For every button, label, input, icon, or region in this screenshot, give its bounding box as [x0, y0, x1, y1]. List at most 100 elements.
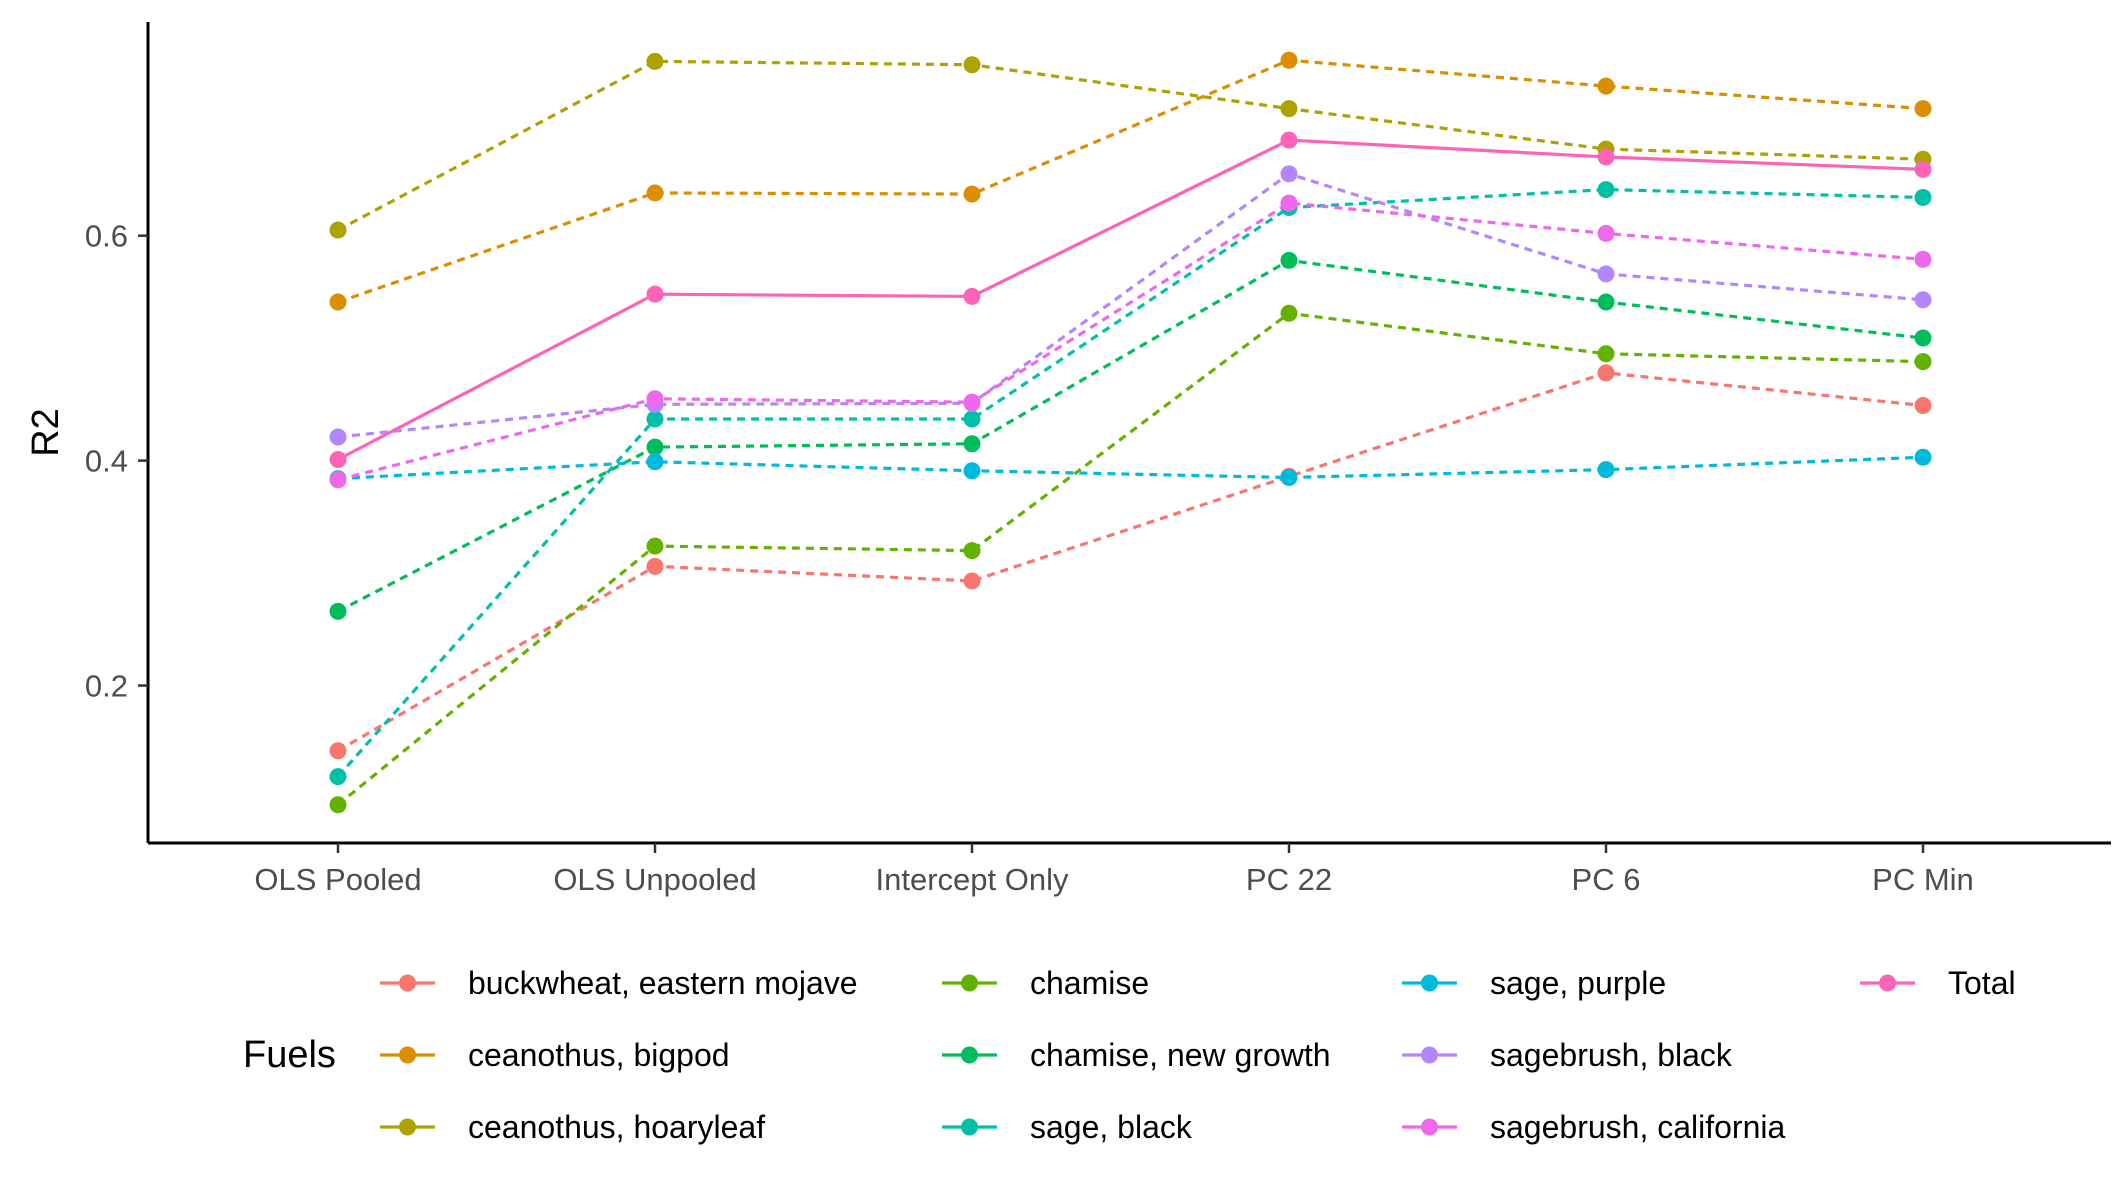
series-line	[337, 371, 1924, 753]
legend-label: ceanothus, hoaryleaf	[468, 1109, 765, 1145]
series-line	[337, 258, 1924, 613]
legend-label: sage, purple	[1490, 965, 1666, 1001]
series-line	[337, 138, 1924, 461]
data-point	[1597, 293, 1615, 311]
data-point	[1597, 181, 1615, 199]
series-line	[337, 58, 1924, 304]
series-ceanothus-hoaryleaf	[329, 52, 1932, 239]
legend-title: Fuels	[243, 1034, 336, 1076]
data-point	[1280, 100, 1298, 118]
data-point	[963, 462, 981, 480]
series-sage-black	[329, 181, 1932, 786]
data-point	[646, 52, 664, 70]
series-chamise-new-growth	[329, 251, 1932, 620]
data-point	[1914, 448, 1932, 466]
legend-item-ceanothus-bigpod: ceanothus, bigpod	[380, 1037, 730, 1073]
series-line	[336, 187, 1924, 778]
legend-item-ceanothus-hoaryleaf: ceanothus, hoaryleaf	[380, 1109, 765, 1145]
series-line	[337, 172, 1924, 439]
series-sagebrush-california	[329, 194, 1932, 489]
data-point	[646, 184, 664, 202]
data-point	[1914, 160, 1932, 178]
data-point	[329, 293, 347, 311]
legend-label: ceanothus, bigpod	[468, 1037, 730, 1073]
data-point	[1914, 397, 1932, 415]
data-point	[1597, 148, 1615, 166]
data-point	[1280, 165, 1298, 183]
data-point	[1280, 51, 1298, 69]
series-total	[329, 131, 1932, 468]
data-point	[963, 435, 981, 453]
legend-label: sagebrush, black	[1490, 1037, 1733, 1073]
data-point	[329, 602, 347, 620]
series-sagebrush-black	[329, 165, 1932, 446]
legend-label: chamise	[1030, 965, 1149, 1001]
x-tick-label: OLS Unpooled	[553, 862, 756, 897]
data-point	[963, 393, 981, 411]
data-point	[963, 56, 981, 74]
data-point	[329, 471, 347, 489]
axes: 0.2 0.4 0.6 OLS Pooled OLS Unpooled Intercept…	[25, 22, 2111, 897]
data-point	[963, 287, 981, 305]
series-line	[337, 201, 1924, 482]
legend-item-sage-black: sage, black	[942, 1109, 1193, 1145]
data-point	[1597, 77, 1615, 95]
legend-item-total: Total	[1860, 965, 2016, 1001]
legend-label: Total	[1948, 965, 2016, 1001]
legend-item-chamise: chamise	[942, 965, 1149, 1001]
series-line	[337, 455, 1924, 481]
data-point	[329, 742, 347, 760]
x-tick-label: PC 22	[1246, 862, 1332, 897]
legend-key-point	[1421, 1118, 1438, 1136]
legend-key-point	[1421, 1046, 1438, 1064]
data-point	[963, 542, 981, 560]
series-line	[337, 59, 1924, 232]
legend-item-chamise-new-growth: chamise, new growth	[942, 1037, 1331, 1073]
x-tick-label: PC 6	[1572, 862, 1641, 897]
series-ceanothus-bigpod	[329, 51, 1932, 311]
data-point	[1914, 100, 1932, 118]
data-point	[1597, 461, 1615, 479]
data-point	[1280, 251, 1298, 269]
series-layer	[329, 51, 1932, 814]
data-point	[1914, 291, 1932, 309]
x-tick-label: OLS Pooled	[254, 862, 421, 897]
legend-key-point	[961, 1046, 978, 1064]
legend-label: sage, black	[1030, 1109, 1193, 1145]
data-point	[1914, 250, 1932, 268]
legend-item-sagebrush-california: sagebrush, california	[1402, 1109, 1785, 1145]
y-tick-label: 0.6	[85, 219, 128, 254]
data-point	[1914, 353, 1932, 371]
data-point	[329, 796, 347, 814]
legend-item-sagebrush-black: sagebrush, black	[1402, 1037, 1733, 1073]
data-point	[1914, 329, 1932, 347]
legend-item-buckwheat-eastern-mojave: buckwheat, eastern mojave	[380, 965, 858, 1001]
legend-key-point	[399, 974, 416, 992]
series-chamise	[329, 304, 1932, 814]
data-point	[963, 185, 981, 203]
y-tick-label: 0.4	[85, 444, 128, 479]
data-point	[1280, 304, 1298, 322]
legend-label: buckwheat, eastern mojave	[468, 965, 858, 1001]
series-sage-purple	[329, 448, 1932, 488]
y-tick-label: 0.2	[85, 669, 128, 704]
data-point	[646, 453, 664, 471]
data-point	[1597, 224, 1615, 242]
legend-key-point	[1879, 974, 1896, 992]
data-point	[1597, 265, 1615, 283]
y-axis-title: R2	[25, 408, 67, 457]
data-point	[329, 768, 347, 786]
legend-key-point	[399, 1118, 416, 1136]
series-line	[336, 311, 1924, 807]
x-tick-label: Intercept Only	[876, 862, 1069, 897]
data-point	[646, 410, 664, 428]
data-point	[1597, 364, 1615, 382]
data-point	[646, 285, 664, 303]
data-point	[646, 438, 664, 456]
legend-label: sagebrush, california	[1490, 1109, 1785, 1145]
data-point	[329, 428, 347, 446]
series-buckwheat-eastern-mojave	[329, 364, 1932, 760]
data-point	[646, 557, 664, 575]
